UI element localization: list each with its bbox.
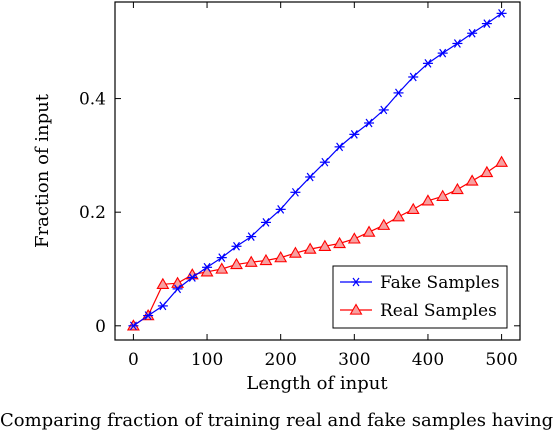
data-point — [378, 220, 389, 230]
y-tick-label: 0 — [95, 317, 106, 337]
data-point — [481, 167, 492, 177]
data-point — [437, 191, 448, 201]
data-point — [496, 157, 507, 167]
legend: Fake Samples Real Samples — [333, 266, 507, 328]
data-point — [364, 227, 375, 237]
x-tick-label: 500 — [485, 350, 517, 370]
x-tick-label: 400 — [412, 350, 444, 370]
legend-label: Fake Samples — [380, 273, 500, 293]
x-tick-label: 100 — [191, 350, 223, 370]
legend-label: Real Samples — [380, 301, 497, 321]
y-tick-label: 0.4 — [79, 90, 106, 110]
data-point — [452, 184, 463, 194]
data-point — [394, 89, 404, 97]
x-axis-label: Length of input — [246, 373, 388, 394]
data-point — [393, 211, 404, 221]
data-point — [408, 204, 419, 214]
data-point — [349, 233, 360, 243]
x-tick-label: 0 — [128, 350, 139, 370]
figure-caption: Comparing fraction of training real and … — [0, 410, 554, 431]
x-tick-label: 300 — [338, 350, 370, 370]
data-point — [467, 175, 478, 185]
y-tick-label: 0.2 — [79, 203, 106, 223]
x-tick-label: 200 — [264, 350, 296, 370]
y-axis-label: Fraction of input — [32, 93, 53, 248]
